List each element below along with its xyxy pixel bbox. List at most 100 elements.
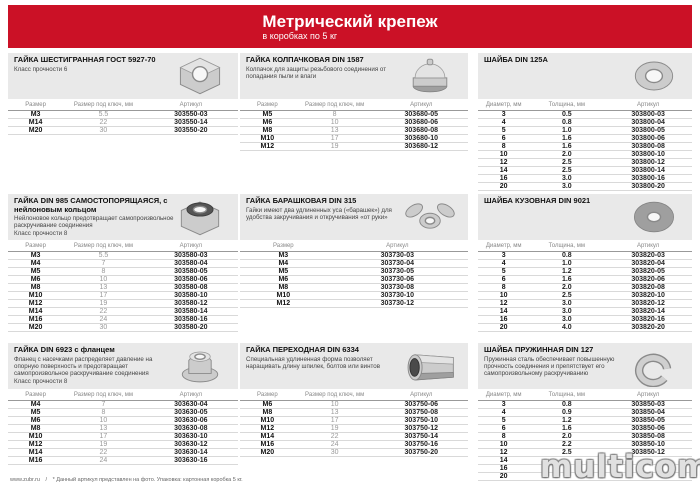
size-cell: M12 xyxy=(240,424,295,433)
size-cell: 3 xyxy=(478,400,530,409)
footer-separator: / xyxy=(45,477,48,483)
product-title: ГАЙКА DIN 985 САМОСТОПОРЯЩАЯСЯ, с нейлон… xyxy=(14,196,168,214)
value-cell: 2.5 xyxy=(529,448,605,457)
value-cell: 0.9 xyxy=(529,408,605,417)
column-header: Размер xyxy=(240,242,327,252)
size-cell: 5 xyxy=(478,126,530,135)
article-cell: 303630-10 xyxy=(143,432,238,441)
article-cell: 303680-10 xyxy=(374,134,468,143)
table-row: M5 8 303580-05 xyxy=(8,267,238,276)
product-description: Гайки имеют два удлиненных уса («барашек… xyxy=(246,206,392,221)
size-cell: M12 xyxy=(240,142,295,151)
table-row: M10 17 303580-10 xyxy=(8,291,238,300)
size-cell: M8 xyxy=(8,424,64,433)
size-cell: M10 xyxy=(8,291,64,300)
value-cell: 1.6 xyxy=(529,424,605,433)
size-cell: M6 xyxy=(240,400,295,409)
section-flange-nut: ГАЙКА DIN 6923 с фланцем Фланец с насечк… xyxy=(8,343,238,465)
table-row: M3 303730-03 xyxy=(240,251,468,260)
table-row: M5 8 303630-05 xyxy=(8,408,238,417)
table-row: 8 2.0 303820-08 xyxy=(478,283,692,292)
article-cell: 303630-06 xyxy=(143,416,238,425)
article-cell: 303680-05 xyxy=(374,110,468,119)
table-row: M6 10 303630-06 xyxy=(8,416,238,425)
table-row: 6 1.6 303820-06 xyxy=(478,275,692,284)
value-cell: 13 xyxy=(294,126,375,135)
value-cell: 17 xyxy=(63,291,144,300)
column-header: Размер под ключ, мм xyxy=(294,101,375,111)
article-cell: 303580-10 xyxy=(143,291,238,300)
value-cell: 24 xyxy=(63,456,144,465)
product-class-note: Класс прочности 8 xyxy=(14,377,68,385)
table-row: M10 17 303630-10 xyxy=(8,432,238,441)
section-nylon-lock-nut: ГАЙКА DIN 985 САМОСТОПОРЯЩАЯСЯ, с нейлон… xyxy=(8,194,238,332)
table-row: M6 10 303750-06 xyxy=(240,400,468,409)
size-cell: 14 xyxy=(478,456,530,465)
product-title: ГАЙКА DIN 6923 с фланцем xyxy=(14,345,115,354)
table-row: M20 30 303750-20 xyxy=(240,448,468,457)
table-row: 14 xyxy=(478,456,692,465)
table-row: M8 13 303630-08 xyxy=(8,424,238,433)
table-row: 12 2.5 303850-12 xyxy=(478,448,692,457)
table-row: M8 13 303680-08 xyxy=(240,126,468,135)
value-cell: 13 xyxy=(63,424,144,433)
value-cell: 3.0 xyxy=(529,307,605,316)
product-header: ШАЙБА DIN 125А xyxy=(478,53,692,99)
product-description: Фланец с насечками распределяет давление… xyxy=(14,355,153,377)
size-cell: M20 xyxy=(8,126,64,135)
table-row: 20 4.0 303820-20 xyxy=(478,323,692,332)
article-cell: 303630-04 xyxy=(143,400,238,409)
article-cell: 303820-10 xyxy=(604,291,692,300)
value-cell: 19 xyxy=(63,440,144,449)
size-cell: M10 xyxy=(8,432,64,441)
value-cell: 10 xyxy=(63,275,144,284)
table-row: M12 303730-12 xyxy=(240,299,468,308)
value-cell: 3.0 xyxy=(529,315,605,324)
article-cell: 303820-03 xyxy=(604,251,692,260)
column-header: Размер xyxy=(8,101,64,111)
size-cell: 3 xyxy=(478,251,530,260)
size-cell: M3 xyxy=(8,251,64,260)
value-cell: 7 xyxy=(63,259,144,268)
value-cell: 2.0 xyxy=(529,283,605,292)
article-cell: 303550-20 xyxy=(143,126,238,135)
product-header: ГАЙКА КОЛПАЧКОВАЯ DIN 1587 Колпачок для … xyxy=(240,53,468,99)
table-row: M4 7 303630-04 xyxy=(8,400,238,409)
size-cell: M16 xyxy=(8,456,64,465)
size-cell: 10 xyxy=(478,291,530,300)
value-cell: 22 xyxy=(63,307,144,316)
size-cell: M5 xyxy=(240,267,327,276)
size-cell: M14 xyxy=(240,432,295,441)
table-row: M6 10 303680-06 xyxy=(240,118,468,127)
value-cell: 13 xyxy=(63,283,144,292)
article-cell: 303820-08 xyxy=(604,283,692,292)
article-cell: 303820-16 xyxy=(604,315,692,324)
column-header: Артикул xyxy=(143,101,238,111)
hex-nut-photo xyxy=(172,55,228,97)
size-cell: M5 xyxy=(8,408,64,417)
table-row: 16 3.0 303800-16 xyxy=(478,174,692,183)
product-header: ГАЙКА DIN 6923 с фланцем Фланец с насечк… xyxy=(8,343,238,389)
table-row: 5 1.0 303800-05 xyxy=(478,126,692,135)
article-cell: 303750-14 xyxy=(374,432,468,441)
article-cell: 303820-05 xyxy=(604,267,692,276)
value-cell: 17 xyxy=(63,432,144,441)
product-table: Размер Артикул M3 303730-03 M4 303730-04 M5 30… xyxy=(240,242,468,308)
size-cell: M8 xyxy=(240,408,295,417)
section-spring-washer: ШАЙБА ПРУЖИННАЯ DIN 127 Пружинная сталь … xyxy=(478,343,692,481)
article-cell: 303850-08 xyxy=(604,432,692,441)
table-row: 10 2.5 303820-10 xyxy=(478,291,692,300)
article-cell: 303850-10 xyxy=(604,440,692,449)
size-cell: M14 xyxy=(8,448,64,457)
value-cell: 22 xyxy=(63,118,144,127)
size-cell: 6 xyxy=(478,275,530,284)
product-title: ШАЙБА КУЗОВНАЯ DIN 9021 xyxy=(484,196,591,205)
size-cell: 14 xyxy=(478,307,530,316)
column-header: Размер под ключ, мм xyxy=(63,101,144,111)
size-cell: M5 xyxy=(240,110,295,119)
column-header: Размер под ключ, мм xyxy=(63,242,144,252)
product-description: Специальная удлиненная форма позволяет н… xyxy=(246,355,381,370)
value-cell: 2.0 xyxy=(529,150,605,159)
size-cell: 3 xyxy=(478,110,530,119)
